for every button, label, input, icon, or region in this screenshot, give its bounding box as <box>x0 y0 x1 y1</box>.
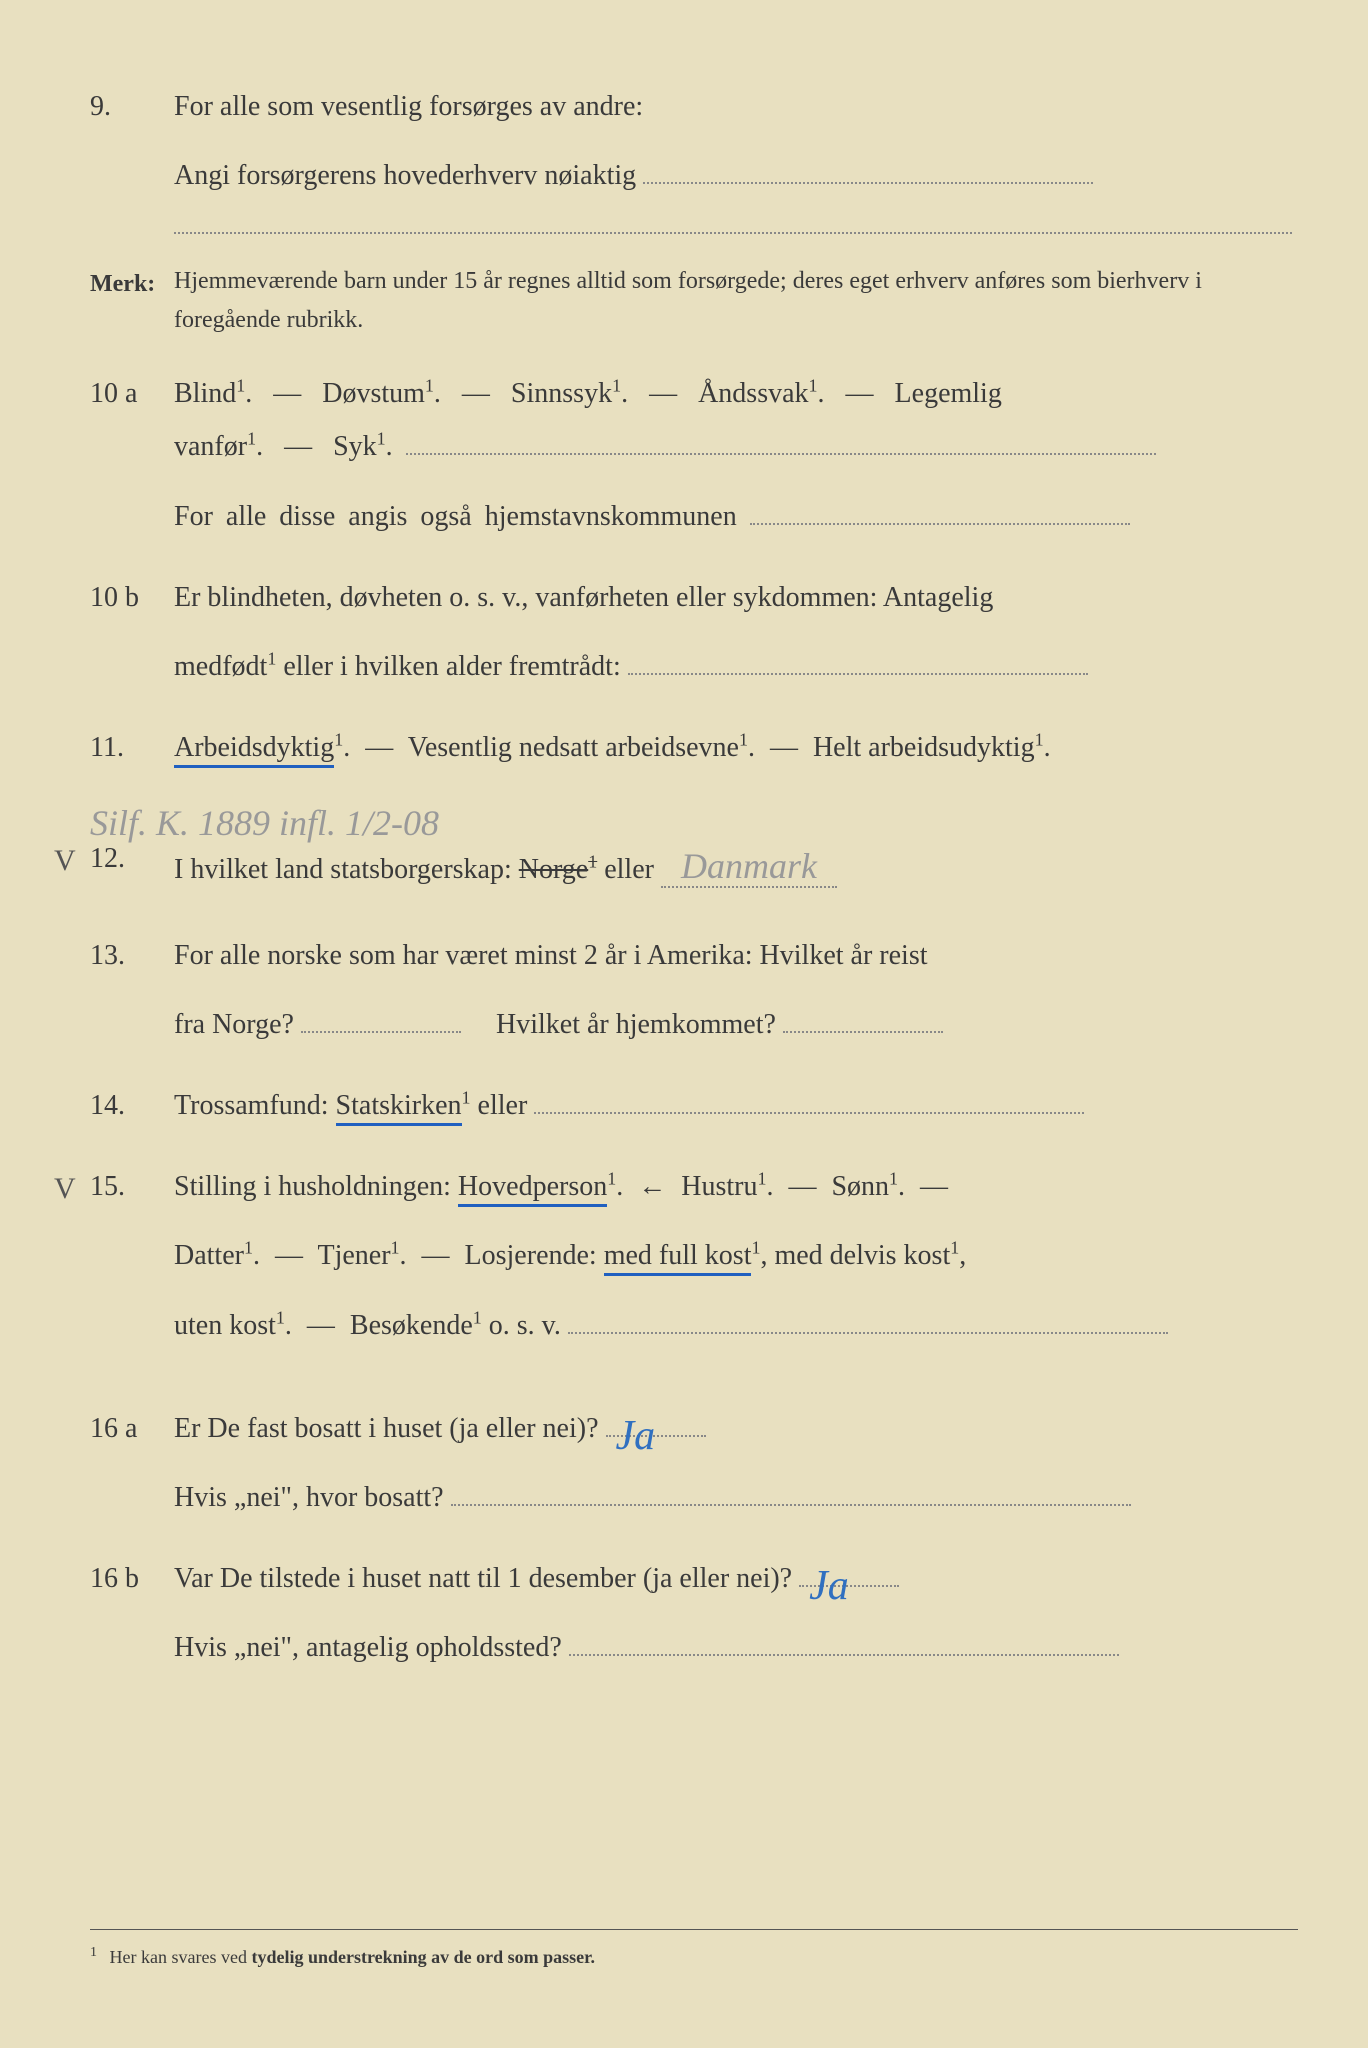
q11-number: 11. <box>90 721 170 774</box>
q10a-opt5: Legemlig <box>895 378 1002 409</box>
q10a-opt4: Åndssvak <box>698 378 808 409</box>
q15-content: Stilling i husholdningen: Hovedperson1. … <box>174 1160 1292 1352</box>
question-10b: 10 b Er blindheten, døvheten o. s. v., v… <box>90 571 1298 693</box>
question-14: 14. Trossamfund: Statskirken1 eller <box>90 1079 1298 1132</box>
merk-content: Hjemmeværende barn under 15 år regnes al… <box>174 262 1292 339</box>
q14-blank <box>534 1112 1084 1114</box>
checkmark-15: V <box>54 1160 76 1217</box>
q16a-blank2 <box>451 1504 1131 1506</box>
q13-text2: fra Norge? <box>174 1009 294 1040</box>
q12-number: 12. <box>90 832 170 885</box>
question-12: V 12. I hvilket land statsborgerskap: No… <box>90 832 1298 900</box>
footnote-num: 1 <box>90 1945 97 1960</box>
q10a-text2: For alle disse angis også hjemstavnskomm… <box>174 501 737 532</box>
merk-note: Merk: Hjemmeværende barn under 15 år reg… <box>90 262 1298 339</box>
q13-text1: For alle norske som har været minst 2 år… <box>174 940 928 971</box>
q16a-content: Er De fast bosatt i huset (ja eller nei)… <box>174 1402 1292 1524</box>
question-15: V 15. Stilling i husholdningen: Hovedper… <box>90 1160 1298 1352</box>
merk-label: Merk: <box>90 262 170 308</box>
q15-blank <box>568 1332 1168 1334</box>
question-10a: 10 a Blind1. — Døvstum1. — Sinnssyk1. — … <box>90 367 1298 543</box>
q9-number: 9. <box>90 80 170 133</box>
q10a-opt1: Blind <box>174 378 236 409</box>
q12-text1: I hvilket land statsborgerskap: <box>174 854 519 885</box>
q10a-opt7: Syk <box>333 431 377 462</box>
q11-opt1: Arbeidsdyktig <box>174 732 334 768</box>
q14-content: Trossamfund: Statskirken1 eller <box>174 1079 1292 1132</box>
q10b-content: Er blindheten, døvheten o. s. v., vanfør… <box>174 571 1292 693</box>
q10a-blank <box>406 453 1156 455</box>
question-11: 11. Arbeidsdyktig1. — Vesentlig nedsatt … <box>90 721 1298 774</box>
footnote-bold: tydelig understrekning av de ord som pas… <box>251 1947 595 1967</box>
q10b-text1: Er blindheten, døvheten o. s. v., vanfør… <box>174 582 993 613</box>
q11-opt2: Vesentlig nedsatt arbeidsevne <box>408 732 739 763</box>
question-16b: 16 b Var De tilstede i huset natt til 1 … <box>90 1552 1298 1674</box>
q10b-blank <box>628 673 1088 675</box>
q15-opt6: med full kost <box>604 1240 752 1276</box>
q15-opt1: Hovedperson <box>458 1171 607 1207</box>
q9-text2: Angi forsørgerens hovederhverv nøiaktig <box>174 160 636 191</box>
q12-handwritten: Danmark <box>661 846 837 888</box>
q10a-content: Blind1. — Døvstum1. — Sinnssyk1. — Åndss… <box>174 367 1292 543</box>
q13-number: 13. <box>90 929 170 982</box>
question-16a: 16 a Er De fast bosatt i huset (ja eller… <box>90 1402 1298 1524</box>
q9-blank2 <box>174 232 1292 234</box>
q15-text3: o. s. v. <box>489 1310 561 1341</box>
q9-content: For alle som vesentlig forsørges av andr… <box>174 80 1292 234</box>
q16a-number: 16 a <box>90 1402 170 1455</box>
q16a-text1: Er De fast bosatt i huset (ja eller nei)… <box>174 1413 599 1444</box>
q16b-content: Var De tilstede i huset natt til 1 desem… <box>174 1552 1292 1674</box>
footnote: 1 Her kan svares ved tydelig understrekn… <box>90 1929 1298 1968</box>
q14-number: 14. <box>90 1079 170 1132</box>
q15-number: 15. <box>90 1160 170 1213</box>
q15-opt9: Besøkende <box>350 1310 473 1341</box>
q16b-blank2 <box>569 1654 1119 1656</box>
q10a-blank2 <box>750 523 1130 525</box>
q10b-text3: eller i hvilken alder fremtrådt: <box>283 651 620 682</box>
q13-text3: Hvilket år hjemkommet? <box>496 1009 776 1040</box>
q12-content: I hvilket land statsborgerskap: Norge1 e… <box>174 832 1292 900</box>
q16b-text1: Var De tilstede i huset natt til 1 desem… <box>174 1563 792 1594</box>
q14-underlined: Statskirken <box>336 1090 462 1126</box>
q10a-opt6: vanfør <box>174 431 247 462</box>
q10b-text2: medfødt <box>174 651 267 682</box>
q15-opt4: Datter <box>174 1240 244 1271</box>
q15-opt2: Hustru <box>681 1171 757 1202</box>
footnote-text1: Her kan svares ved <box>110 1947 252 1967</box>
checkmark-12: V <box>54 832 76 889</box>
q16a-blank1: Ja <box>606 1435 706 1437</box>
q11-content: Arbeidsdyktig1. — Vesentlig nedsatt arbe… <box>174 721 1292 774</box>
q10a-number: 10 a <box>90 367 170 420</box>
q12-text2: eller <box>604 854 654 885</box>
q12-strike: Norge <box>519 854 588 885</box>
q9-text1: For alle som vesentlig forsørges av andr… <box>174 91 643 122</box>
question-13: 13. For alle norske som har været minst … <box>90 929 1298 1051</box>
q9-blank <box>643 182 1093 184</box>
q16a-text2: Hvis „nei", hvor bosatt? <box>174 1482 444 1513</box>
q14-text1: Trossamfund: <box>174 1090 336 1121</box>
q10a-opt3: Sinnssyk <box>511 378 612 409</box>
q11-opt3: Helt arbeidsudyktig <box>813 732 1035 763</box>
q16b-answer: Ja <box>809 1547 849 1627</box>
q16a-answer: Ja <box>616 1397 656 1477</box>
q16b-number: 16 b <box>90 1552 170 1605</box>
question-9: 9. For alle som vesentlig forsørges av a… <box>90 80 1298 234</box>
q15-opt3: Sønn <box>831 1171 889 1202</box>
q16b-blank1: Ja <box>799 1585 899 1587</box>
q14-text2: eller <box>478 1090 528 1121</box>
q15-opt5: Tjener <box>317 1240 390 1271</box>
q15-text2: Losjerende: <box>465 1240 604 1271</box>
q10a-opt2: Døvstum <box>322 378 425 409</box>
q13-blank1 <box>301 1031 461 1033</box>
q13-blank2 <box>783 1031 943 1033</box>
q15-opt8: uten kost <box>174 1310 276 1341</box>
q16b-text2: Hvis „nei", antagelig opholdssted? <box>174 1632 562 1663</box>
q15-text1: Stilling i husholdningen: <box>174 1171 458 1202</box>
q10b-number: 10 b <box>90 571 170 624</box>
q15-opt7: med delvis kost <box>774 1240 950 1271</box>
q13-content: For alle norske som har været minst 2 år… <box>174 929 1292 1051</box>
